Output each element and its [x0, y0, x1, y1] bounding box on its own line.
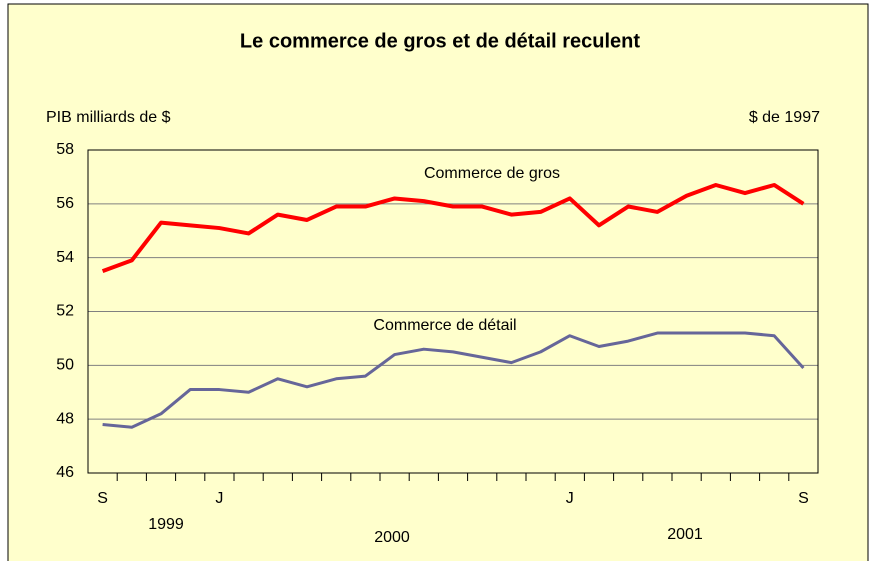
x-tick-label: J [215, 490, 223, 507]
year-label: 1999 [148, 516, 184, 533]
y-tick-label: 50 [56, 357, 74, 374]
series-label: Commerce de détail [373, 317, 516, 334]
y-tick-label: 56 [56, 195, 74, 212]
y-tick-label: 46 [56, 464, 74, 481]
year-label: 2001 [667, 526, 703, 543]
series-line [102, 331, 805, 429]
x-tick-label: S [798, 490, 809, 507]
year-label: 2000 [374, 529, 410, 546]
y-tick-label: 48 [56, 410, 74, 427]
series-label: Commerce de gros [424, 165, 560, 182]
y-tick-label: 54 [56, 249, 74, 266]
x-tick-label: J [566, 490, 574, 507]
unit-note: $ de 1997 [749, 109, 820, 126]
y-axis-label: PIB milliards de $ [46, 109, 171, 126]
y-tick-label: 58 [56, 141, 74, 158]
chart-title: Le commerce de gros et de détail reculen… [240, 30, 640, 52]
plot-border [87, 149, 819, 474]
y-tick-label: 52 [56, 303, 74, 320]
x-tick-label: S [97, 490, 108, 507]
series-line [101, 182, 805, 274]
